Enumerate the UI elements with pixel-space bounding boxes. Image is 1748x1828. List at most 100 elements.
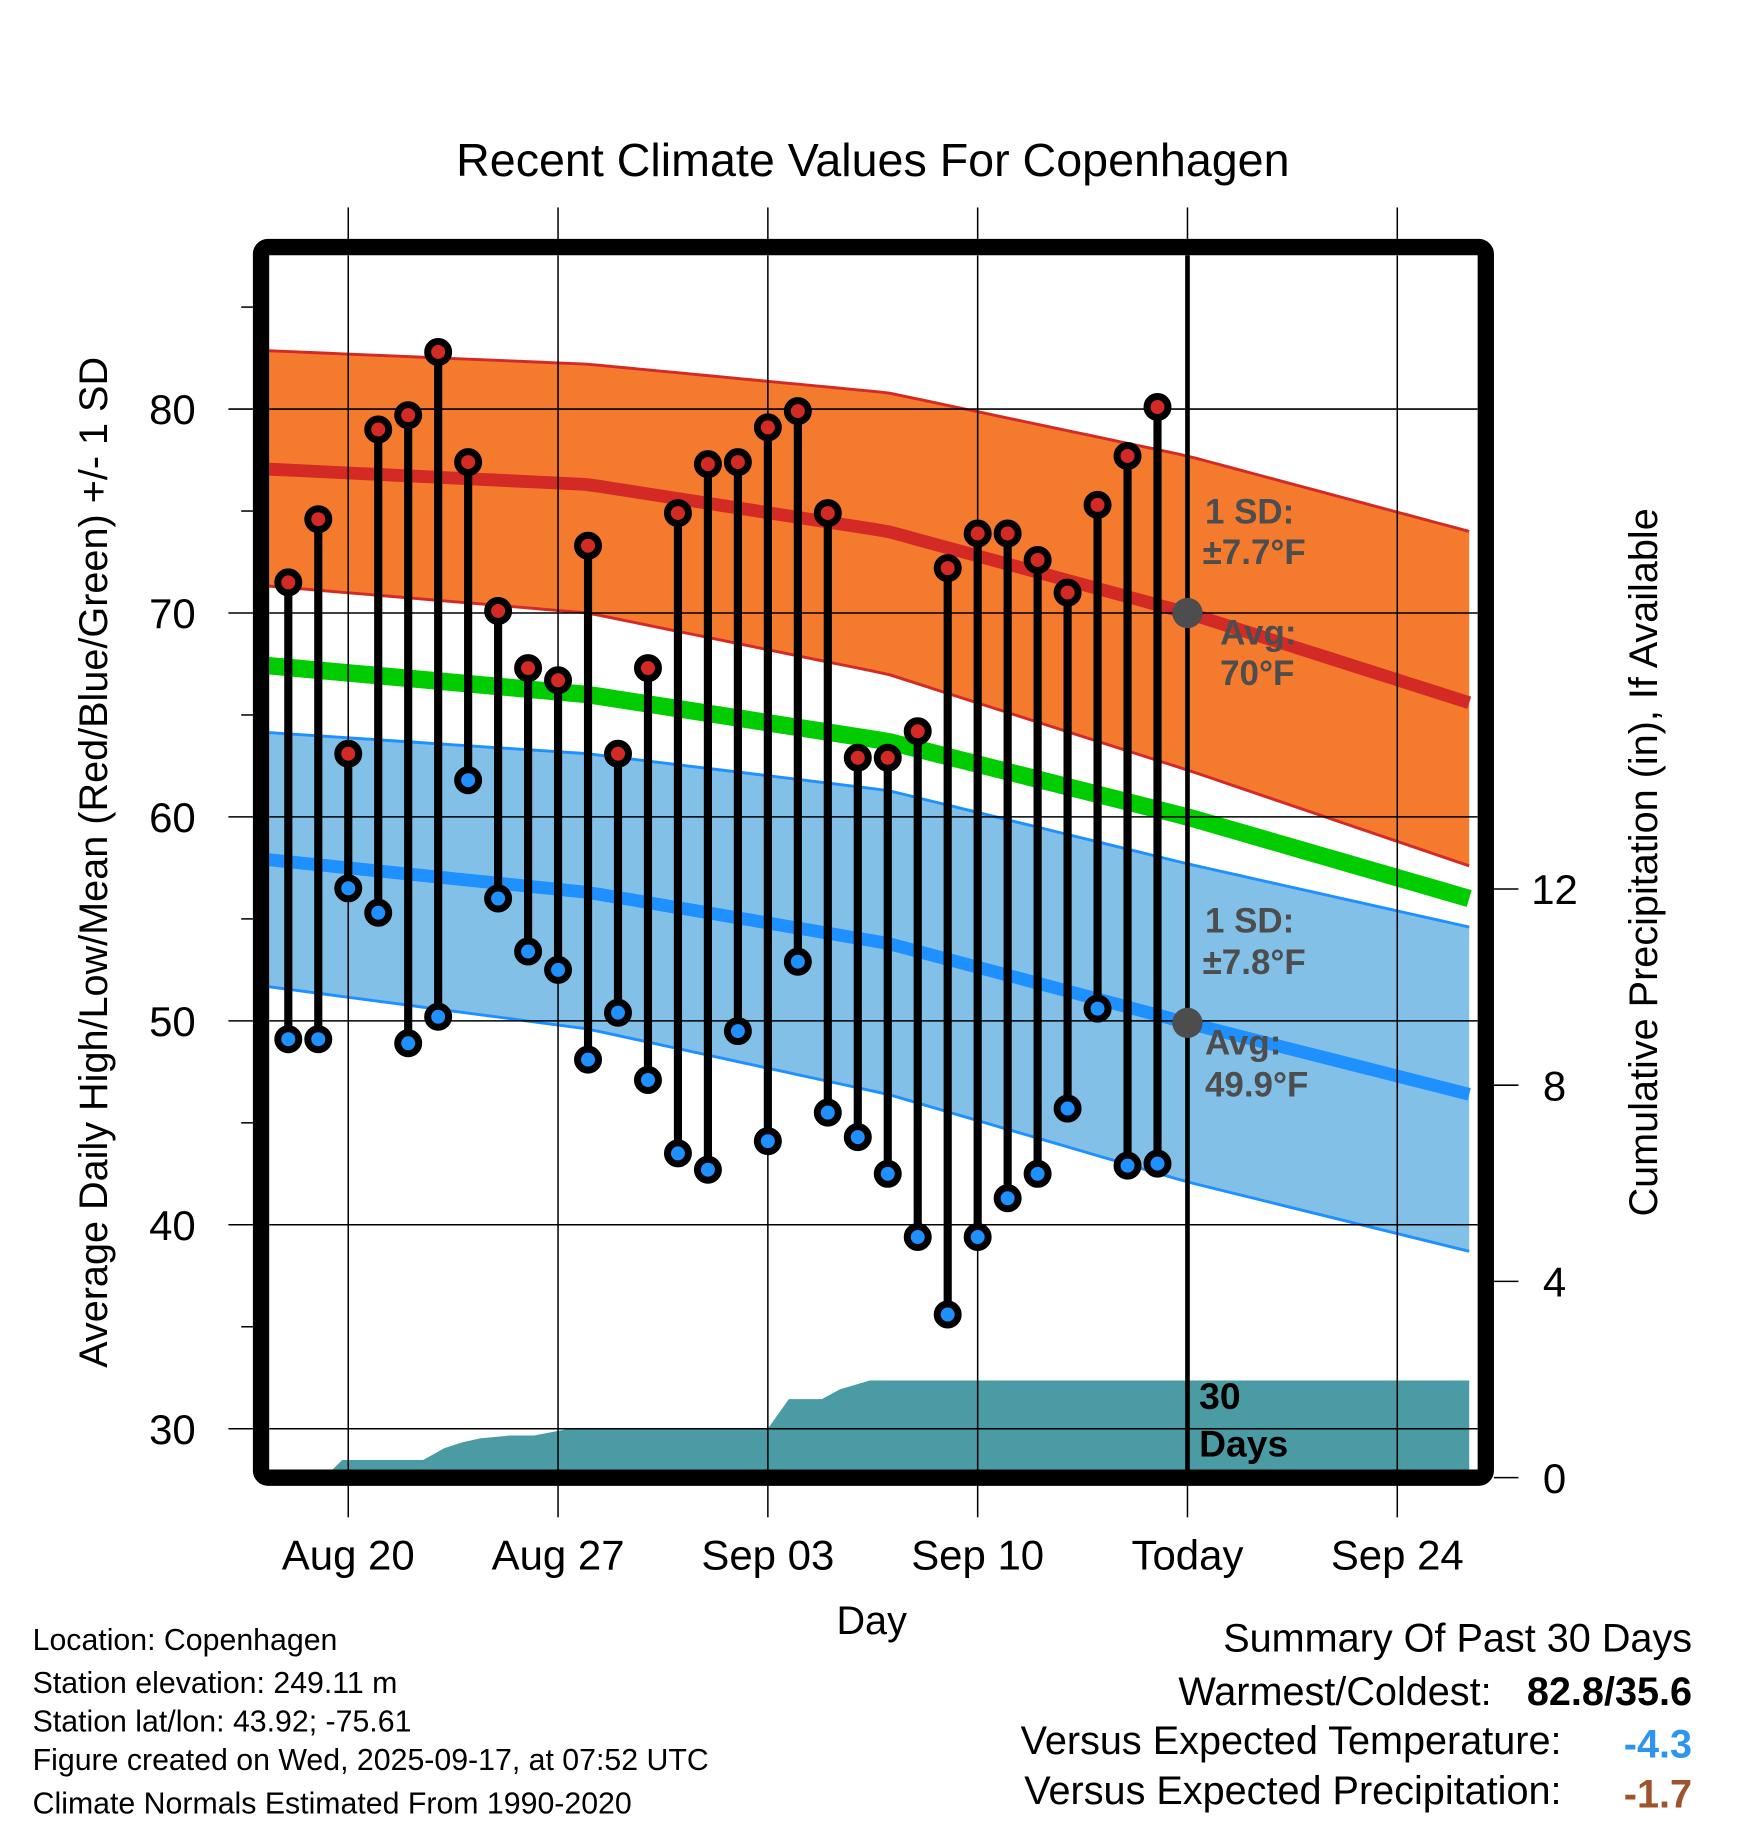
low-point — [454, 766, 483, 795]
low-point — [334, 874, 363, 903]
summary-temp-value: -4.3 — [1624, 1722, 1692, 1766]
y-tick-label: 60 — [149, 794, 196, 841]
high-point — [783, 397, 812, 426]
high-point — [963, 519, 992, 548]
low-point — [663, 1139, 692, 1168]
high-avg-marker — [1172, 597, 1203, 629]
station-info: Location: Copenhagen Station elevation: … — [33, 1624, 709, 1820]
info-latlon: Station lat/lon: 43.92; -75.61 — [33, 1706, 412, 1739]
low-point — [873, 1159, 902, 1188]
high-point — [1083, 490, 1112, 519]
high-point — [633, 654, 662, 683]
low-sd-band — [269, 732, 1470, 1252]
high-point — [364, 415, 393, 444]
high-point — [693, 450, 722, 479]
high-point — [1113, 441, 1142, 470]
high-point — [1053, 578, 1082, 607]
low-point — [693, 1155, 722, 1184]
low-point — [364, 898, 393, 927]
x-tick-label: Sep 24 — [1331, 1532, 1464, 1579]
low-point — [574, 1045, 603, 1074]
summary-temp-label: Versus Expected Temperature: — [1021, 1719, 1562, 1763]
days-count-label: 30 — [1199, 1375, 1240, 1417]
low-point — [753, 1127, 782, 1156]
low-point — [544, 955, 573, 984]
low-avg-marker — [1172, 1007, 1203, 1039]
high-avg-label: Avg: — [1220, 613, 1296, 652]
high-point — [574, 531, 603, 560]
high-point — [544, 666, 573, 695]
high-sd-band-upper-edge — [269, 349, 1470, 533]
high-point — [723, 448, 752, 477]
low-sd-value: ±7.8°F — [1203, 943, 1306, 982]
low-point — [1113, 1151, 1142, 1180]
summary-warm-cold-label: Warmest/Coldest: — [1178, 1670, 1491, 1714]
high-point — [1023, 545, 1052, 574]
low-sd-label: 1 SD: — [1205, 901, 1294, 940]
summary-precip-label: Versus Expected Precipitation: — [1024, 1769, 1561, 1813]
y-tick-label: 30 — [149, 1406, 196, 1453]
high-point — [663, 499, 692, 528]
info-normals: Climate Normals Estimated From 1990-2020 — [33, 1787, 632, 1820]
low-avg-label: Avg: — [1205, 1024, 1281, 1063]
low-point — [604, 998, 632, 1027]
plot-inner — [269, 255, 1478, 1470]
high-point — [484, 596, 513, 625]
low-point — [723, 1017, 752, 1046]
high-point — [813, 499, 842, 528]
y-tick-label: 50 — [149, 998, 196, 1045]
low-point — [1053, 1094, 1082, 1123]
days-unit-label: Days — [1199, 1423, 1288, 1465]
low-point — [394, 1029, 423, 1058]
high-point — [514, 654, 543, 683]
x-tick-label: Sep 10 — [911, 1532, 1044, 1579]
high-normal-line — [269, 462, 1472, 709]
low-point — [484, 884, 513, 913]
low-point — [274, 1025, 303, 1054]
y2-tick-label: 4 — [1543, 1259, 1566, 1306]
high-point — [394, 401, 423, 430]
plot-frame — [252, 238, 1494, 1486]
y-axis-label: Average Daily High/Low/Mean (Red/Blue/Gr… — [72, 357, 116, 1368]
y2-tick-label: 0 — [1543, 1455, 1566, 1502]
high-point — [873, 743, 902, 772]
low-point — [304, 1025, 333, 1054]
summary-panel: Summary Of Past 30 Days Warmest/Coldest:… — [1021, 1616, 1692, 1816]
low-point — [424, 1002, 453, 1031]
high-point — [933, 554, 962, 583]
y-tick-label: 70 — [149, 590, 196, 637]
low-point — [993, 1184, 1022, 1213]
low-point — [633, 1066, 662, 1094]
high-point — [753, 413, 782, 442]
high-point — [304, 505, 333, 534]
high-point — [993, 519, 1022, 548]
x-axis-label: Day — [836, 1599, 907, 1643]
high-avg-value: 70°F — [1220, 654, 1294, 693]
y2-axis-label: Cumulative Precipitation (in), If Availa… — [1622, 508, 1666, 1216]
y2-tick-label: 12 — [1531, 866, 1578, 913]
x-tick-label: Sep 03 — [701, 1532, 834, 1579]
precipitation-area — [332, 1380, 1470, 1470]
high-sd-value: ±7.7°F — [1203, 533, 1306, 572]
info-created: Figure created on Wed, 2025-09-17, at 07… — [33, 1744, 709, 1777]
low-avg-value: 49.9°F — [1205, 1066, 1308, 1105]
low-point — [514, 937, 543, 966]
low-point — [903, 1223, 932, 1252]
info-location: Location: Copenhagen — [33, 1624, 338, 1657]
x-tick-label: Today — [1132, 1532, 1244, 1579]
high-point — [424, 337, 453, 366]
y-tick-label: 40 — [149, 1202, 196, 1249]
summary-precip-value: -1.7 — [1624, 1772, 1692, 1816]
low-point — [1143, 1149, 1172, 1178]
mean-normal-line — [269, 656, 1472, 907]
high-sd-label: 1 SD: — [1205, 492, 1294, 531]
low-point — [963, 1223, 992, 1252]
high-point — [604, 739, 632, 768]
summary-warm-cold-value: 82.8/35.6 — [1527, 1670, 1692, 1714]
high-point — [903, 717, 932, 746]
high-point — [843, 743, 872, 772]
high-point — [274, 568, 303, 597]
x-tick-label: Aug 20 — [282, 1532, 415, 1579]
